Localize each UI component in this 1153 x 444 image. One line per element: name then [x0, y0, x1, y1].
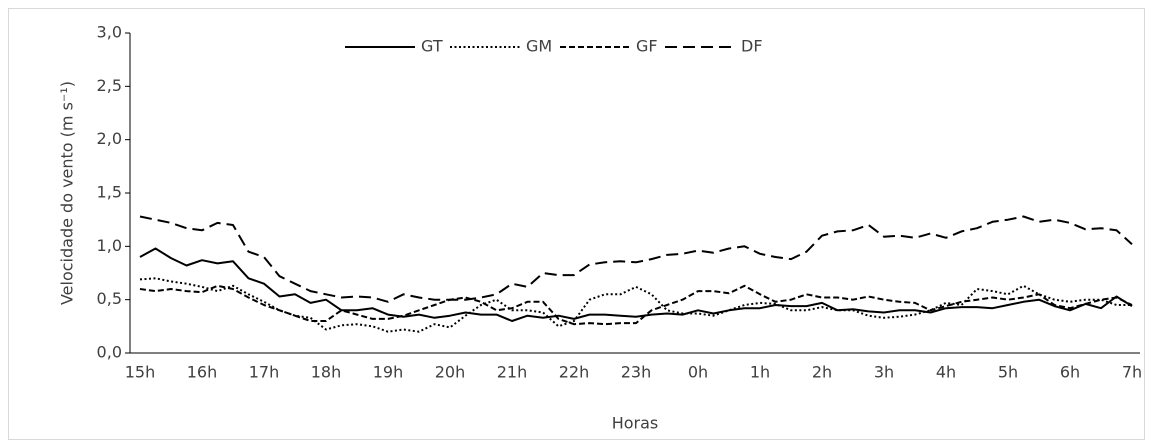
x-tick-label: 2h — [812, 363, 832, 382]
x-tick-label: 5h — [998, 363, 1018, 382]
x-tick-label: 4h — [936, 363, 956, 382]
chart-border — [8, 8, 1145, 440]
y-tick-label: 0,0 — [97, 343, 122, 362]
x-tick-label: 17h — [249, 363, 280, 382]
series-line — [139, 284, 1133, 326]
x-tick-label: 22h — [559, 363, 590, 382]
x-axis-title: Horas — [612, 414, 659, 433]
x-tick-label: 19h — [373, 363, 404, 382]
legend-label: GT — [421, 37, 443, 56]
x-tick-label: 23h — [621, 363, 652, 382]
series-line — [139, 215, 1133, 303]
y-tick-label: 2,5 — [97, 76, 122, 95]
y-tick-label: 3,0 — [97, 23, 122, 42]
x-tick-label: 16h — [187, 363, 218, 382]
x-tick-label: 3h — [874, 363, 894, 382]
x-tick-label: 18h — [311, 363, 342, 382]
legend-label: GM — [526, 37, 552, 56]
x-tick-label: 20h — [435, 363, 466, 382]
y-axis-title: Velocidade do vento (m s⁻¹) — [58, 81, 77, 305]
x-tick-label: 7h — [1122, 363, 1142, 382]
series-line — [139, 247, 1133, 322]
y-tick-label: 1,0 — [97, 236, 122, 255]
legend-label: GF — [636, 37, 658, 56]
x-tick-label: 6h — [1060, 363, 1080, 382]
x-tick-label: 21h — [497, 363, 528, 382]
x-tick-label: 1h — [750, 363, 770, 382]
legend-label: DF — [741, 37, 763, 56]
x-tick-label: 0h — [688, 363, 708, 382]
y-tick-label: 1,5 — [97, 183, 122, 202]
x-tick-label: 15h — [125, 363, 156, 382]
y-tick-label: 2,0 — [97, 129, 122, 148]
y-tick-label: 0,5 — [97, 289, 122, 308]
